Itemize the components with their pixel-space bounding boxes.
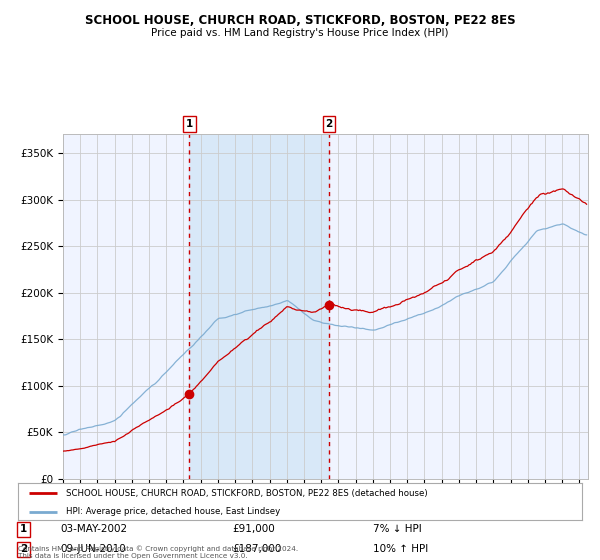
Text: 2: 2 xyxy=(325,119,332,129)
Text: 09-JUN-2010: 09-JUN-2010 xyxy=(60,544,126,554)
Text: 03-MAY-2002: 03-MAY-2002 xyxy=(60,524,127,534)
Text: HPI: Average price, detached house, East Lindsey: HPI: Average price, detached house, East… xyxy=(66,507,280,516)
Text: Contains HM Land Registry data © Crown copyright and database right 2024.
This d: Contains HM Land Registry data © Crown c… xyxy=(18,546,298,559)
Text: £91,000: £91,000 xyxy=(232,524,275,534)
Text: 7% ↓ HPI: 7% ↓ HPI xyxy=(373,524,422,534)
Text: 2: 2 xyxy=(20,544,27,554)
Text: SCHOOL HOUSE, CHURCH ROAD, STICKFORD, BOSTON, PE22 8ES: SCHOOL HOUSE, CHURCH ROAD, STICKFORD, BO… xyxy=(85,14,515,27)
Text: 1: 1 xyxy=(186,119,193,129)
Bar xyxy=(190,134,329,479)
Text: 1: 1 xyxy=(20,524,27,534)
Text: £187,000: £187,000 xyxy=(232,544,281,554)
Text: SCHOOL HOUSE, CHURCH ROAD, STICKFORD, BOSTON, PE22 8ES (detached house): SCHOOL HOUSE, CHURCH ROAD, STICKFORD, BO… xyxy=(66,489,428,498)
Text: 10% ↑ HPI: 10% ↑ HPI xyxy=(373,544,428,554)
Text: Price paid vs. HM Land Registry's House Price Index (HPI): Price paid vs. HM Land Registry's House … xyxy=(151,28,449,38)
